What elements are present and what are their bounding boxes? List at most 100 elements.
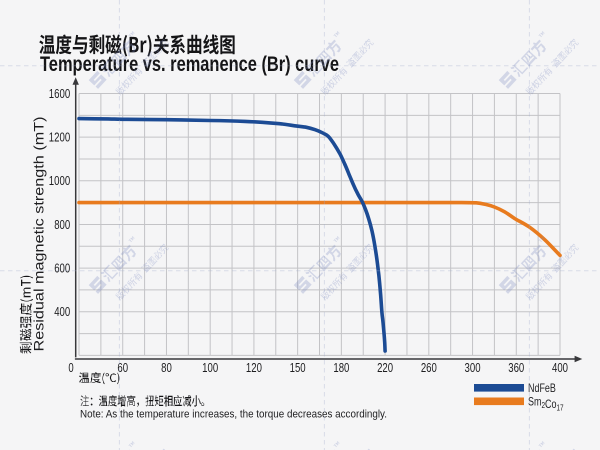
tick-labels-layer: 0 60 80 100 120 150 180 220 260 300 360 400 400 600 80… (49, 87, 568, 375)
y-tick-label-1600: 1600 (49, 87, 70, 101)
y-axis-title-group: Residual magnetic strength (mT) (19, 117, 47, 354)
cjk-glyph (203, 34, 219, 55)
watermark-logo (293, 31, 374, 96)
cjk-glyph (332, 72, 343, 84)
cjk-glyph (19, 303, 32, 315)
cjk-glyph (115, 84, 126, 96)
watermark-slogan-text-glyphs (115, 38, 169, 96)
cjk-glyph (187, 34, 202, 55)
cjk-glyph (89, 34, 105, 55)
cjk-glyph (358, 45, 368, 56)
watermark-tm-mark (128, 236, 135, 243)
y-axis-title-en: Residual magnetic strength (mT) (31, 117, 47, 352)
watermark-logo (120, 441, 169, 450)
note-zh-glyphs (80, 395, 205, 407)
x-tick-label-80: 80 (161, 361, 172, 375)
cjk-glyph (123, 34, 128, 57)
cjk-glyph (568, 38, 579, 50)
watermark-tm-mark-glyphs (538, 31, 545, 38)
watermark-tm-mark (538, 236, 545, 243)
watermark-logo (88, 236, 169, 301)
watermark-slogan-text-glyphs (525, 38, 579, 96)
cjk-glyph (510, 59, 529, 78)
cjk-glyph (55, 34, 72, 55)
watermark-logo-mark-icon (293, 275, 312, 294)
cjk-glyph (20, 298, 34, 302)
cjk-glyph (147, 34, 152, 57)
x-tick-label-180: 180 (333, 361, 349, 375)
cjk-glyph (305, 264, 324, 283)
cjk-glyph (110, 255, 128, 272)
cjk-glyph (154, 395, 164, 406)
cjk-glyph (332, 277, 343, 289)
cjk-glyph (120, 39, 137, 57)
watermark-slogan-text (320, 38, 374, 96)
cjk-glyph (556, 256, 568, 267)
cjk-glyph (363, 243, 374, 255)
cjk-glyph (99, 395, 108, 406)
cjk-glyph (146, 256, 158, 267)
cjk-glyph (127, 277, 138, 289)
watermark-tm-mark (333, 441, 340, 448)
cjk-glyph (19, 329, 32, 341)
cjk-glyph (182, 395, 192, 407)
cjk-glyph (530, 39, 547, 57)
cjk-glyph (333, 441, 340, 448)
y-tick-label-1200: 1200 (49, 131, 70, 145)
watermark-tm-mark-glyphs (333, 441, 340, 448)
cjk-glyph (333, 31, 340, 38)
watermark-logo (530, 441, 579, 450)
cjk-glyph (551, 262, 562, 273)
cjk-glyph (173, 395, 182, 407)
x-tick-label-360: 360 (508, 361, 524, 375)
watermark-logo-mark-icon (88, 275, 107, 294)
watermark-slogan-text (115, 243, 169, 301)
x-axis-title-zh-glyphs (79, 372, 120, 385)
cjk-glyph (326, 283, 337, 294)
cjk-glyph (132, 271, 143, 282)
x-tick-label-220: 220 (377, 361, 393, 375)
cjk-glyph (542, 66, 553, 77)
chart-title-zh-glyphs (39, 34, 235, 57)
watermark-logo (325, 441, 374, 450)
cjk-glyph (115, 289, 126, 301)
chart-title-en: Temperature vs. remanence (Br) curve (40, 52, 339, 76)
cjk-glyph (563, 250, 573, 261)
watermark-tm-mark-glyphs (128, 441, 135, 448)
cjk-glyph (563, 45, 573, 56)
watermark-tm-mark (128, 31, 135, 38)
watermark-tm-mark-glyphs (128, 236, 135, 243)
y-tick-label-800: 800 (54, 218, 70, 232)
y-axis-title-zh-glyphs (19, 275, 34, 354)
watermark-slogan-text-glyphs (320, 243, 374, 301)
cjk-glyph (351, 51, 363, 62)
cjk-glyph (346, 57, 357, 68)
watermark-brand-text-glyphs (305, 244, 342, 283)
x-axis-arrow-icon (574, 355, 583, 363)
watermark-slogan-text (115, 38, 169, 96)
note-en: Note: As the temperature increases, the … (80, 409, 387, 421)
cjk-glyph (80, 395, 89, 406)
cjk-glyph (158, 38, 169, 50)
watermark-brand-text-glyphs (510, 244, 547, 283)
watermark-tm-mark (333, 236, 340, 243)
cjk-glyph (100, 264, 119, 283)
watermark-brand-text-glyphs (305, 39, 342, 78)
cjk-glyph (153, 34, 170, 55)
watermark-tm-mark-glyphs (538, 236, 545, 243)
x-tick-label-260: 260 (421, 361, 437, 375)
legend-label-sm2co17: Sm2Co17 (528, 396, 564, 412)
cjk-glyph (20, 279, 31, 286)
watermark-tm-mark-glyphs (333, 31, 340, 38)
watermark-logo-mark-icon (88, 70, 107, 89)
x-tick-label-100: 100 (202, 361, 218, 375)
legend-swatch-ndfeb (474, 384, 524, 392)
watermark-tm-mark (128, 441, 135, 448)
cjk-glyph (100, 59, 119, 78)
cjk-glyph (358, 250, 368, 261)
cjk-glyph (117, 395, 126, 407)
cjk-glyph (551, 57, 562, 68)
x-tick-label-60: 60 (117, 361, 128, 375)
